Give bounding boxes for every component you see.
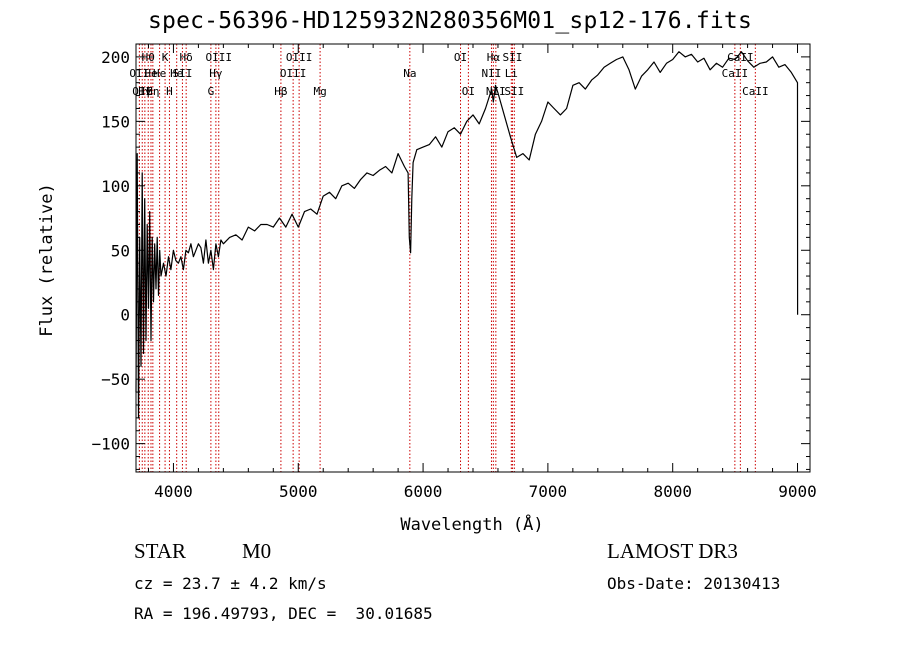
spectral-line-label: SII xyxy=(504,85,524,98)
spectral-line-label: Hθ xyxy=(142,51,155,64)
x-tick-label: 7000 xyxy=(529,482,568,501)
spectral-line-label: Hγ xyxy=(138,85,152,98)
spectral-line-label: Hβ xyxy=(274,85,288,98)
spectral-line-label: OI xyxy=(462,85,475,98)
y-tick-label: 0 xyxy=(120,306,130,325)
observation-date: Obs-Date: 20130413 xyxy=(607,574,781,593)
spectral-line-label: He xyxy=(144,67,157,80)
spectral-line-label: NII xyxy=(482,67,502,80)
coordinates-text: RA = 196.49793, DEC = 30.01685 xyxy=(134,604,433,623)
spectral-line-label: Hγ xyxy=(209,67,223,80)
spectral-line-label: OIII xyxy=(280,67,307,80)
spectral-line-label: SII xyxy=(503,51,523,64)
spectral-line-label: Li xyxy=(505,67,518,80)
y-tick-label: 50 xyxy=(111,241,130,260)
spectral-line-label: G xyxy=(208,85,215,98)
spectral-line-label: Mg xyxy=(313,85,326,98)
axes-group xyxy=(135,43,811,473)
spectral-line-label: K xyxy=(162,51,169,64)
x-tick-label: 9000 xyxy=(778,482,817,501)
redshift-text: cz = 23.7 ± 4.2 km/s xyxy=(134,574,327,593)
spectral-line-label: Na xyxy=(403,67,416,80)
spectral-line-label: OI xyxy=(454,51,467,64)
spectral-line-label: CaII xyxy=(742,85,769,98)
spectral-line-label: He xyxy=(170,67,183,80)
spectral-line-label: OII xyxy=(129,67,149,80)
spectral-line-label: OII xyxy=(132,85,152,98)
x-tick-label: 6000 xyxy=(404,482,443,501)
x-axis-label: Wavelength (Å) xyxy=(400,513,543,535)
object-class: STAR xyxy=(134,539,186,563)
spectral-line-labels: OIIOIIHγHθHeHηHeKHHeSIIHδGHγOIIIHβOIIIOI… xyxy=(129,51,768,98)
spectral-line-label: Hα xyxy=(487,51,501,64)
y-axis-label: Flux (relative) xyxy=(37,183,57,337)
series-group xyxy=(135,51,799,419)
spectral-line-label: He xyxy=(153,67,166,80)
tick-labels-group: 4000 5000 6000 7000 8000 9000 −100 −50 0 50 100 150… xyxy=(91,48,816,501)
plot-frame xyxy=(135,43,811,473)
spectral-line-label: NII xyxy=(486,85,506,98)
y-tick-label: −100 xyxy=(91,435,130,454)
page-title: spec-56396-HD125932N280356M01_sp12-176.f… xyxy=(147,8,753,34)
spectral-line-markers xyxy=(138,44,756,472)
y-tick-label: −50 xyxy=(101,370,130,389)
y-tick-label: 200 xyxy=(101,48,130,67)
x-tick-label: 8000 xyxy=(653,482,692,501)
spectral-line-label: Hδ xyxy=(180,51,193,64)
spectral-line-label: OIII xyxy=(206,51,233,64)
y-tick-label: 100 xyxy=(101,177,130,196)
spectral-line-label: H xyxy=(166,85,173,98)
spectral-line-label: Hη xyxy=(146,85,159,98)
spectral-line-label: SII xyxy=(172,67,192,80)
x-tick-label: 4000 xyxy=(154,482,193,501)
y-tick-label: 150 xyxy=(101,112,130,131)
x-tick-label: 5000 xyxy=(279,482,318,501)
survey-label: LAMOST DR3 xyxy=(607,539,738,563)
object-subclass: M0 xyxy=(242,539,272,563)
spectral-line-label: OIII xyxy=(286,51,313,64)
spectrum-line xyxy=(135,51,799,419)
spectral-line-label: CaII xyxy=(722,67,749,80)
